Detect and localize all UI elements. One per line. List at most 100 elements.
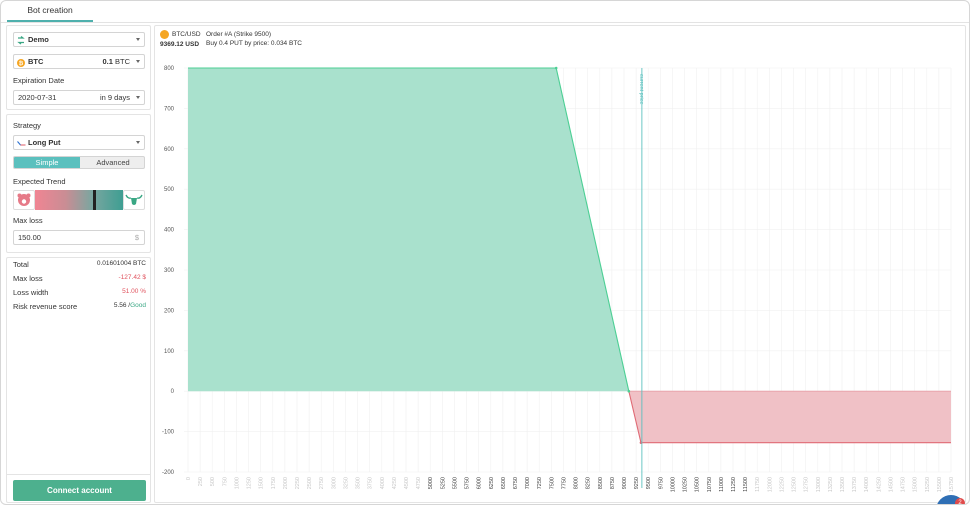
order-title: Order #A (Strike 9500) [206, 31, 272, 38]
profit-area [188, 68, 629, 392]
tab-bot-creation[interactable]: Bot creation [7, 1, 93, 22]
account-select[interactable]: Demo [13, 32, 145, 47]
strategy-select[interactable]: Long Put [13, 135, 145, 150]
x-tick-label: 12750 [804, 477, 810, 492]
x-tick-label: 8750 [610, 477, 616, 489]
y-tick-label: 100 [164, 349, 175, 355]
account-card: Demo ₿ BTC 0.1 BTC Expiration Date 2020-… [6, 25, 151, 110]
bear-icon[interactable] [13, 190, 35, 210]
y-tick-label: 600 [164, 147, 175, 153]
account-label: Demo [28, 35, 49, 44]
x-tick-label: 10250 [683, 477, 689, 492]
mode-simple-button[interactable]: Simple [14, 157, 80, 168]
chevron-down-icon [136, 141, 140, 144]
loss-area [628, 391, 951, 443]
chart-panel: BTC/USD 9369.12 USD Order #A (Strike 950… [154, 25, 966, 503]
payoff-line-segment [628, 391, 642, 443]
x-tick-label: 10750 [707, 477, 713, 492]
y-tick-label: 400 [164, 228, 175, 234]
x-tick-label: 14000 [864, 477, 870, 492]
x-tick-label: 7000 [525, 477, 531, 489]
max-loss-unit: $ [134, 233, 139, 242]
x-tick-label: 4750 [416, 477, 422, 489]
x-tick-label: 2750 [319, 477, 325, 489]
expiration-label: Expiration Date [13, 76, 65, 85]
summary-value: 5.56 /Good [114, 302, 146, 309]
order-description: Buy 0.4 PUT by price: 0.034 BTC [206, 40, 302, 47]
mode-toggle: Simple Advanced [13, 156, 145, 169]
y-tick-label: 500 [164, 187, 175, 193]
summary-key: Risk revenue score [13, 302, 78, 311]
x-tick-label: 500 [210, 477, 216, 486]
payoff-point [627, 389, 631, 393]
strategy-value: Long Put [28, 138, 61, 147]
x-tick-label: 5000 [428, 477, 434, 489]
summary-key: Loss width [13, 288, 49, 297]
strategy-label: Strategy [13, 121, 41, 130]
trend-gradient-bar[interactable] [35, 190, 123, 210]
chat-button[interactable] [936, 495, 966, 504]
x-tick-label: 11500 [743, 477, 749, 492]
x-tick-label: 13000 [816, 477, 822, 492]
x-tick-label: 11000 [719, 477, 725, 492]
x-tick-label: 1000 [234, 477, 240, 489]
x-tick-label: 15500 [937, 477, 943, 492]
asset-name: BTC [28, 57, 44, 66]
chevron-down-icon [136, 60, 140, 63]
x-tick-label: 8250 [586, 477, 592, 489]
x-tick-label: 1250 [247, 477, 253, 489]
max-loss-input[interactable]: 150.00 $ [13, 230, 145, 245]
trend-slider[interactable] [13, 190, 145, 210]
asset-select[interactable]: ₿ BTC 0.1 BTC [13, 54, 145, 69]
x-tick-label: 11250 [731, 477, 737, 492]
x-tick-label: 3000 [331, 477, 337, 489]
summary-key: Max loss [13, 274, 43, 283]
demo-icon [17, 35, 25, 49]
y-tick-label: -100 [162, 430, 175, 436]
risk-score-value: 5.56 / [113, 302, 131, 309]
max-loss-value: 150.00 [18, 233, 41, 242]
x-tick-label: 9000 [622, 477, 628, 489]
x-tick-label: 2500 [307, 477, 313, 489]
current-price-label: 9369.12 USD [160, 41, 200, 48]
x-tick-label: 6500 [501, 477, 507, 489]
x-tick-label: 6000 [477, 477, 483, 489]
strategy-card: Strategy Long Put Simple Advanced Expect… [6, 114, 151, 253]
x-tick-label: 3750 [368, 477, 374, 489]
asset-unit: BTC [115, 57, 130, 66]
summary-card: Total 0.01601004 BTC Max loss -127.42 $ … [6, 257, 151, 503]
summary-row-risk-score: Risk revenue score 5.56 /Good [13, 302, 146, 312]
sidebar: Demo ₿ BTC 0.1 BTC Expiration Date 2020-… [6, 25, 151, 503]
trend-handle[interactable] [93, 190, 96, 210]
x-tick-label: 7750 [561, 477, 567, 489]
bitcoin-icon: ₿ [17, 58, 25, 71]
summary-key: Total [13, 260, 29, 269]
x-tick-label: 7500 [549, 477, 555, 489]
risk-score-rating: Good [130, 302, 146, 309]
max-loss-label: Max loss [13, 216, 43, 225]
long-put-icon [17, 139, 26, 152]
payoff-line-segment [555, 67, 630, 392]
x-tick-label: 6250 [489, 477, 495, 489]
x-tick-label: 11750 [755, 477, 761, 492]
expiration-select[interactable]: 2020-07-31 in 9 days [13, 90, 145, 105]
trend-label: Expected Trend [13, 177, 66, 186]
x-tick-label: 8000 [574, 477, 580, 489]
x-tick-label: 5250 [440, 477, 446, 489]
asset-amount: 0.1 BTC [102, 55, 130, 68]
x-tick-label: 0 [186, 477, 192, 480]
y-tick-label: 300 [164, 268, 175, 274]
x-tick-label: 10000 [670, 477, 676, 492]
mode-advanced-button[interactable]: Advanced [96, 158, 130, 167]
x-tick-label: 6750 [513, 477, 519, 489]
bull-icon[interactable] [123, 190, 145, 210]
x-tick-label: 4250 [392, 477, 398, 489]
x-tick-label: 3500 [356, 477, 362, 489]
connect-account-button[interactable]: Connect account [13, 480, 146, 501]
x-tick-label: 14250 [876, 477, 882, 492]
x-tick-label: 15000 [913, 477, 919, 492]
x-tick-label: 14500 [888, 477, 894, 492]
x-tick-label: 14750 [901, 477, 907, 492]
